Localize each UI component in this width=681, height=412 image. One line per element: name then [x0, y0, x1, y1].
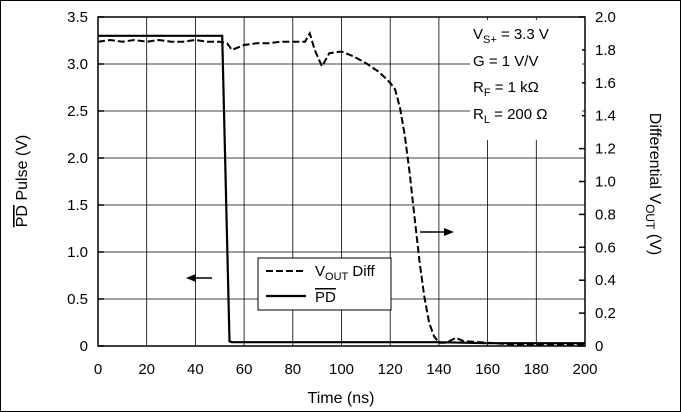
x-tick-label: 120 [378, 361, 403, 378]
x-tick-label: 60 [236, 361, 253, 378]
y-right-tick-label: 1.4 [595, 108, 616, 125]
y-left-tick-label: 0.5 [67, 291, 88, 308]
y-left-tick-label: 1.5 [67, 197, 88, 214]
x-tick-label: 200 [572, 361, 597, 378]
y-right-tick-label: 0.6 [595, 239, 616, 256]
annotation-box [470, 20, 582, 140]
y-left-tick-label: 1.0 [67, 244, 88, 261]
x-tick-label: 160 [475, 361, 500, 378]
x-tick-label: 100 [329, 361, 354, 378]
y-left-tick-label: 2.0 [67, 150, 88, 167]
x-tick-label: 20 [138, 361, 155, 378]
x-tick-label: 80 [284, 361, 301, 378]
x-axis-title: Time (ns) [308, 390, 375, 407]
y-left-axis-title: PD Pulse (V) [14, 135, 31, 227]
y-left-tick-label: 0 [80, 338, 88, 355]
y-left-axis-ticks: 0 0.5 1.0 1.5 2.0 2.5 3.0 3.5 [67, 9, 104, 355]
legend: VOUT Diff PD [257, 257, 392, 311]
y-right-tick-label: 0.2 [595, 305, 616, 322]
legend-box [257, 257, 392, 311]
series-pd-line [98, 34, 585, 345]
y-left-tick-label: 3.5 [67, 9, 88, 26]
annotation-rl: RL = 200 Ω [473, 106, 547, 126]
x-tick-label: 0 [94, 361, 102, 378]
y-right-axis-ticks: 0 0.2 0.4 0.6 0.8 1.0 1.2 1.4 1.6 1.8 2.0 [579, 9, 616, 355]
y-right-tick-label: 2.0 [595, 9, 616, 26]
x-tick-label: 140 [426, 361, 451, 378]
y-right-tick-label: 1.0 [595, 174, 616, 191]
y-right-tick-label: 1.8 [595, 42, 616, 59]
x-tick-label: 40 [187, 361, 204, 378]
annotation-gain: G = 1 V/V [473, 53, 538, 70]
y-right-tick-label: 1.6 [595, 75, 616, 92]
y-left-tick-label: 2.5 [67, 103, 88, 120]
y-right-axis-title: Differential VOUT (V) [643, 113, 663, 255]
y-right-tick-label: 1.2 [595, 141, 616, 158]
y-right-tick-label: 0.8 [595, 206, 616, 223]
legend-label-pd: PD [315, 289, 336, 306]
y-left-tick-label: 3.0 [67, 56, 88, 73]
annotation-rf: RF = 1 kΩ [473, 79, 539, 99]
y-right-tick-label: 0 [595, 338, 603, 355]
y-right-tick-label: 0.4 [595, 272, 616, 289]
x-axis-ticks: 0 20 40 60 80 100 120 140 160 180 200 [94, 361, 598, 378]
left-axis-arrow [186, 274, 212, 282]
x-tick-label: 180 [524, 361, 549, 378]
right-axis-arrow [420, 228, 454, 236]
